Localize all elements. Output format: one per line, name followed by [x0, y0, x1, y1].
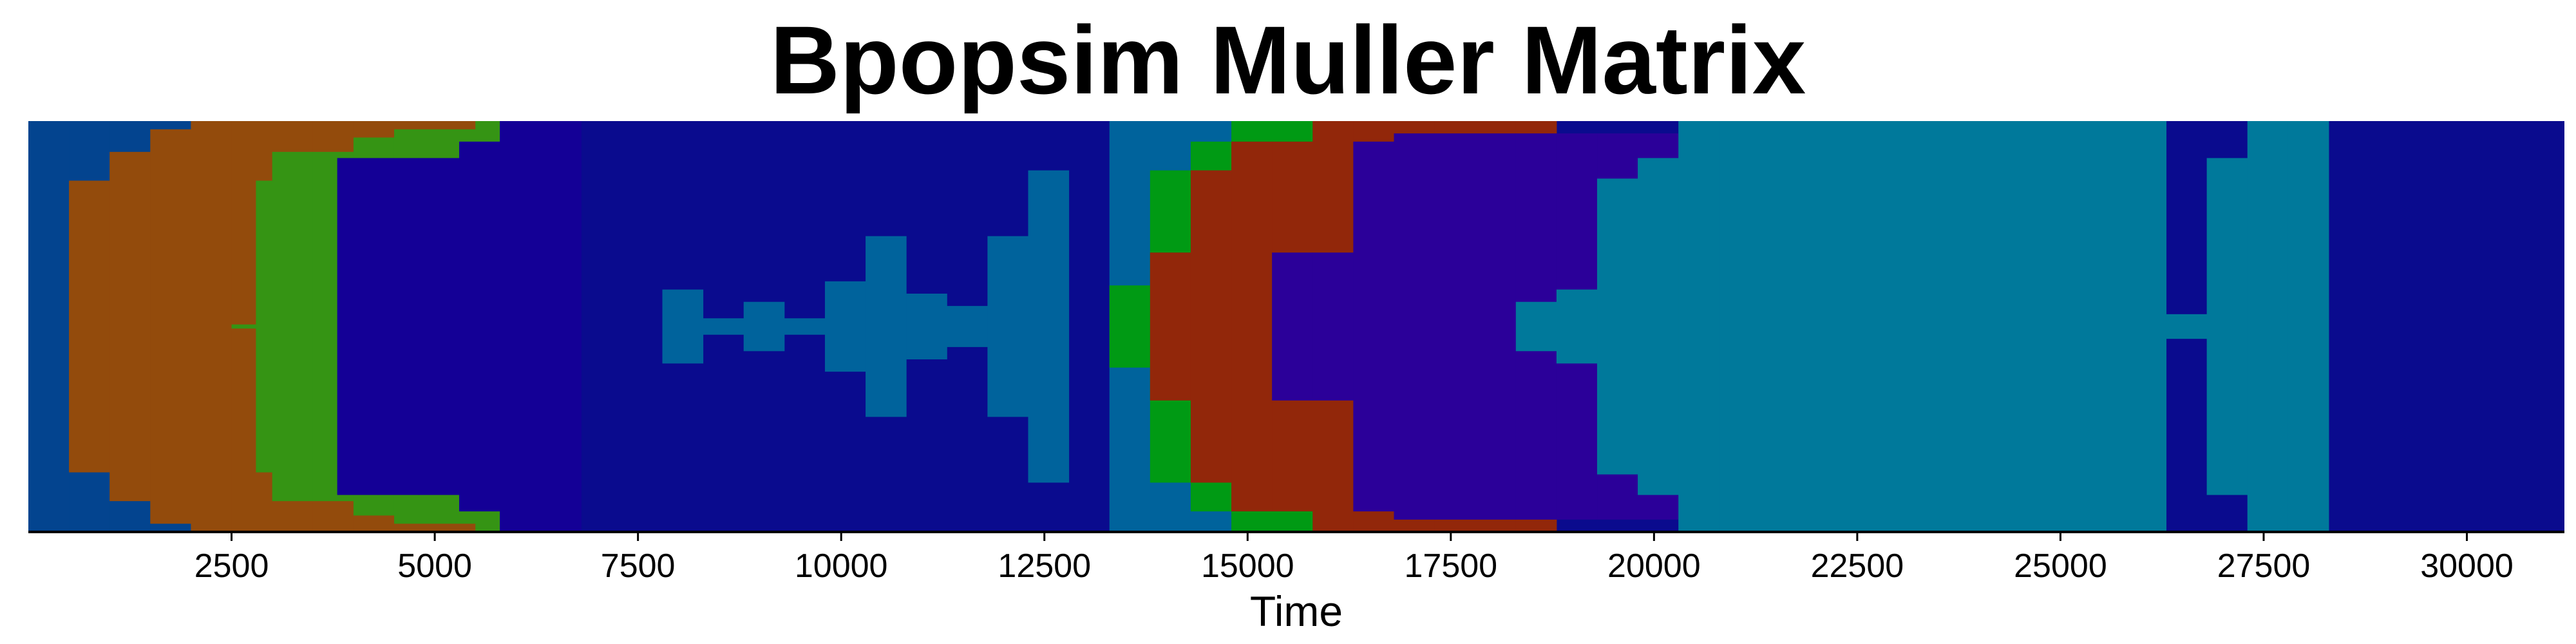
muller-band-8-segment [1719, 121, 2085, 532]
muller-band-7-segment [1475, 133, 1517, 520]
x-tick-label: 12500 [998, 547, 1091, 585]
muller-band-4-segment [662, 289, 704, 364]
muller-band-6-segment [1150, 252, 1191, 401]
x-tick-label: 5000 [397, 547, 472, 585]
muller-band-7-segment [1272, 252, 1313, 401]
muller-band-8-segment [1638, 158, 1679, 495]
muller-band-2-segment [256, 180, 273, 473]
x-tick-label: 7500 [601, 547, 676, 585]
muller-bands [28, 121, 2329, 532]
muller-band-4-segment [1028, 170, 1070, 483]
x-tick-label: 22500 [1811, 547, 1904, 585]
muller-band-3-segment [337, 158, 379, 495]
muller-band-8-segment [1515, 301, 1557, 352]
muller-band-3-segment [377, 158, 419, 495]
muller-band-8-segment [1678, 121, 1719, 532]
x-tick-label: 2500 [194, 547, 269, 585]
muller-band-0-segment [28, 121, 70, 532]
muller-band-6-segment [1190, 170, 1232, 483]
muller-band-4-segment [866, 236, 907, 417]
muller-band-8-segment [2206, 158, 2248, 495]
muller-band-8-segment [2085, 121, 2167, 532]
muller-band-7-segment [1353, 141, 1394, 512]
muller-band-7-segment [1312, 252, 1354, 401]
muller-band-5-segment [1109, 285, 1151, 368]
muller-band-2-segment [272, 151, 314, 502]
muller-band-1-segment [150, 129, 191, 524]
muller-band-7-segment [1394, 133, 1435, 520]
muller-band-8-segment [2166, 314, 2208, 339]
muller-band-8-segment [1597, 178, 1638, 475]
x-tick-label: 10000 [795, 547, 888, 585]
muller-band-4-segment [703, 318, 744, 335]
x-tick-label: 17500 [1405, 547, 1498, 585]
x-axis: 2500 5000 7500 10000 12500 15000 17500 20000 225… [28, 531, 2564, 585]
muller-band-4-segment [947, 306, 988, 347]
muller-band-3-segment [500, 121, 541, 532]
chart-title: Bpopsim Muller Matrix [770, 6, 1806, 114]
x-tick-label: 20000 [1607, 547, 1701, 585]
muller-band-8-segment [2247, 121, 2289, 532]
muller-band-8-segment [2287, 121, 2329, 532]
x-tick-label: 27500 [2217, 547, 2311, 585]
muller-band-1-segment [69, 180, 110, 473]
muller-band-4-segment [906, 293, 947, 360]
muller-band-4-segment [987, 236, 1028, 417]
x-tick-label: 15000 [1201, 547, 1294, 585]
x-tick-label: 30000 [2420, 547, 2514, 585]
muller-band-1-segment [191, 121, 232, 532]
muller-band-2-segment [231, 324, 256, 329]
muller-band-6-segment [1231, 141, 1273, 512]
x-axis-label: Time [1250, 587, 1343, 635]
muller-band-4-segment [784, 318, 826, 335]
muller-band-3-segment [540, 121, 582, 532]
muller-band-4-segment [743, 301, 785, 352]
muller-band-3-segment [459, 141, 500, 512]
x-tick-label: 25000 [2014, 547, 2107, 585]
muller-band-8-segment [1556, 289, 1598, 364]
muller-band-4-segment [824, 281, 866, 372]
muller-band-7-segment [1434, 133, 1476, 520]
muller-band-3-segment [418, 158, 460, 495]
muller-band-1-segment [109, 151, 151, 502]
